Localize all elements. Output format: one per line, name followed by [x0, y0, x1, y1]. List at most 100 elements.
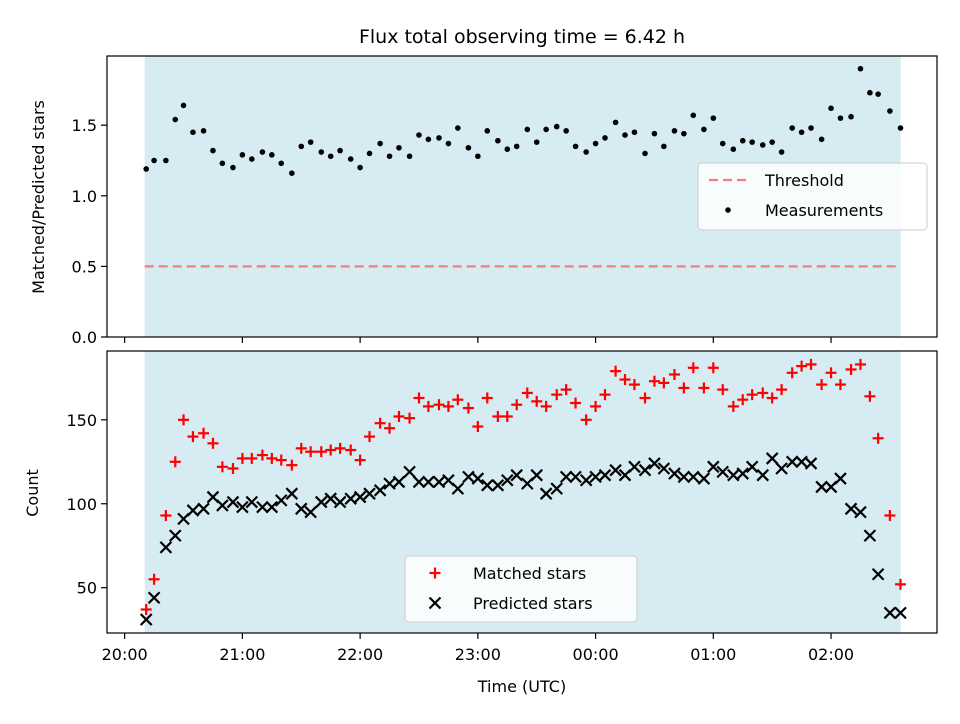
predicted-star-marker [795, 455, 808, 469]
matched-star-marker [854, 358, 866, 370]
matched-star-marker [207, 437, 219, 449]
matched-star-marker [551, 389, 563, 401]
measurement-point [230, 164, 236, 171]
measurement-point [612, 119, 619, 126]
measurement-point [848, 113, 854, 120]
count-legend-box [404, 555, 638, 623]
x-tick-label: 01:00 [690, 645, 736, 664]
predicted-star-marker [727, 468, 740, 482]
matched-star-marker [178, 414, 190, 426]
matched-star-marker [560, 384, 572, 396]
measurement-point [386, 153, 393, 160]
y-tick-label: 100 [66, 495, 97, 514]
predicted-star-marker [539, 487, 553, 500]
measurement-point [778, 149, 785, 155]
predicted-star-marker [648, 457, 661, 470]
measurement-point [681, 130, 687, 137]
predicted-star-marker [480, 479, 494, 492]
measurement-point [543, 126, 549, 133]
predicted-star-marker [169, 529, 182, 542]
matched-star-marker [384, 422, 396, 434]
predicted-star-marker [412, 475, 426, 489]
matched-star-marker [628, 379, 640, 391]
matched-star-marker [678, 382, 690, 394]
measurement-point [298, 143, 305, 150]
matched-star-marker [256, 449, 268, 461]
predicted-star-marker [883, 606, 897, 620]
predicted-star-marker [510, 468, 523, 482]
measurement-point [396, 144, 402, 151]
matched-star-marker [266, 452, 278, 464]
predicted-star-marker [147, 591, 161, 605]
measurement-point [553, 123, 560, 130]
measurement-point [592, 140, 599, 147]
measurement-point [416, 132, 422, 138]
measurement-point [366, 150, 373, 157]
predicted-star-marker [216, 499, 229, 512]
predicted-star-marker [707, 460, 720, 474]
predicted-star-marker [403, 465, 416, 479]
measurement-point [425, 136, 432, 143]
measurement-point [563, 128, 569, 134]
matched-star-marker [433, 399, 445, 411]
matched-star-markers [140, 358, 907, 615]
measurement-point [180, 102, 187, 109]
measurement-point [337, 147, 343, 154]
count-panel: 50 100 150 20:00 21:00 22:00 23:00 00:00 01:00 0… [23, 350, 938, 696]
matched-legend-label: Matched stars [473, 564, 586, 583]
measurement-point [239, 152, 246, 158]
predicted-star-marker [609, 463, 622, 477]
matched-star-marker [521, 387, 533, 399]
matched-star-marker [776, 384, 788, 396]
predicted-star-marker [285, 487, 299, 500]
matched-star-marker [884, 510, 896, 521]
measurement-point [143, 166, 150, 172]
measurement-point [289, 170, 295, 177]
predicted-star-marker [373, 484, 387, 497]
measurement-point [759, 142, 766, 148]
matched-star-marker [187, 431, 199, 443]
predicted-star-marker [451, 482, 465, 495]
matched-star-marker [169, 456, 181, 468]
measurement-point [730, 146, 737, 152]
matched-star-marker [422, 400, 434, 412]
matched-star-marker [140, 604, 152, 615]
measurement-point [818, 136, 825, 143]
matched-star-marker [648, 375, 660, 387]
matched-star-marker [334, 442, 346, 454]
measurement-point [661, 143, 667, 150]
matched-star-marker [707, 362, 719, 374]
matched-star-marker [895, 578, 907, 590]
measurement-point [789, 125, 795, 131]
predicted-star-marker [863, 529, 877, 542]
measurement-point [172, 116, 179, 123]
predicted-star-marker [579, 473, 593, 487]
measurement-point [875, 91, 881, 97]
y-tick-label: 0.5 [72, 257, 97, 276]
measurement-point [671, 128, 678, 134]
measurement-point [504, 146, 511, 152]
measurement-point [259, 149, 266, 155]
measurement-point [436, 135, 442, 141]
measurement-point [651, 130, 658, 137]
count-y-ticks: 50 100 150 [66, 411, 107, 598]
matched-star-marker [698, 382, 710, 394]
predicted-star-marker [765, 452, 779, 465]
matched-star-marker [570, 397, 582, 409]
ratio-y-axis-label: Matched/Predicted stars [29, 100, 48, 294]
matched-star-marker [374, 417, 386, 429]
matched-legend-marker [429, 567, 441, 579]
matched-star-marker [345, 444, 357, 456]
measurement-point [583, 149, 589, 155]
measurement-point [631, 129, 638, 136]
matched-star-marker [462, 402, 474, 414]
matched-star-marker [354, 454, 366, 466]
matched-star-marker [236, 452, 248, 464]
x-tick-label: 22:00 [337, 645, 383, 664]
predicted-star-marker [324, 492, 337, 505]
measurement-point [249, 156, 255, 162]
measurement-point [219, 160, 226, 167]
measurement-point [278, 160, 285, 167]
matched-star-marker [481, 392, 493, 404]
measurement-points [143, 65, 904, 177]
